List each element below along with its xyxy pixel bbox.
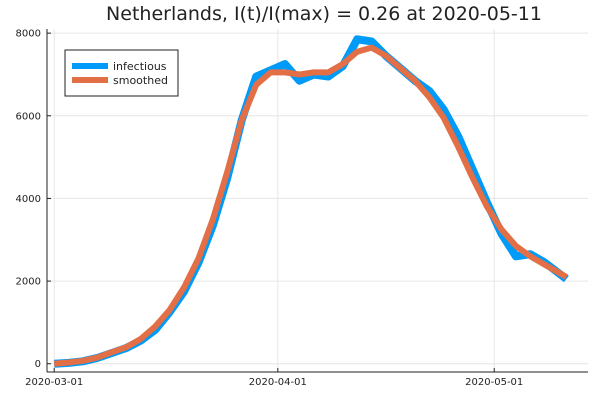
legend-label-infectious: infectious bbox=[113, 60, 167, 73]
y-tick-label: 0 bbox=[35, 359, 41, 370]
tick-labels: 0 2000 4000 6000 8000 2020-03-01 2020-04-01 202… bbox=[16, 29, 524, 388]
y-tick-label: 6000 bbox=[16, 111, 41, 122]
chart-title: Netherlands, I(t)/I(max) = 0.26 at 2020-… bbox=[106, 3, 542, 25]
plot-area bbox=[53, 35, 569, 368]
x-tick-label: 2020-05-01 bbox=[465, 377, 523, 388]
y-tick-label: 4000 bbox=[16, 194, 41, 205]
grid bbox=[47, 29, 588, 372]
y-tick-label: 8000 bbox=[16, 29, 41, 40]
legend: infectious smoothed bbox=[64, 49, 179, 97]
x-tick-label: 2020-04-01 bbox=[249, 377, 307, 388]
legend-label-smoothed: smoothed bbox=[113, 74, 168, 87]
x-tick-label: 2020-03-01 bbox=[25, 377, 83, 388]
legend-box bbox=[64, 49, 179, 97]
axes bbox=[46, 29, 588, 373]
series-line-smoothed bbox=[53, 44, 568, 367]
y-tick-label: 2000 bbox=[16, 277, 41, 288]
